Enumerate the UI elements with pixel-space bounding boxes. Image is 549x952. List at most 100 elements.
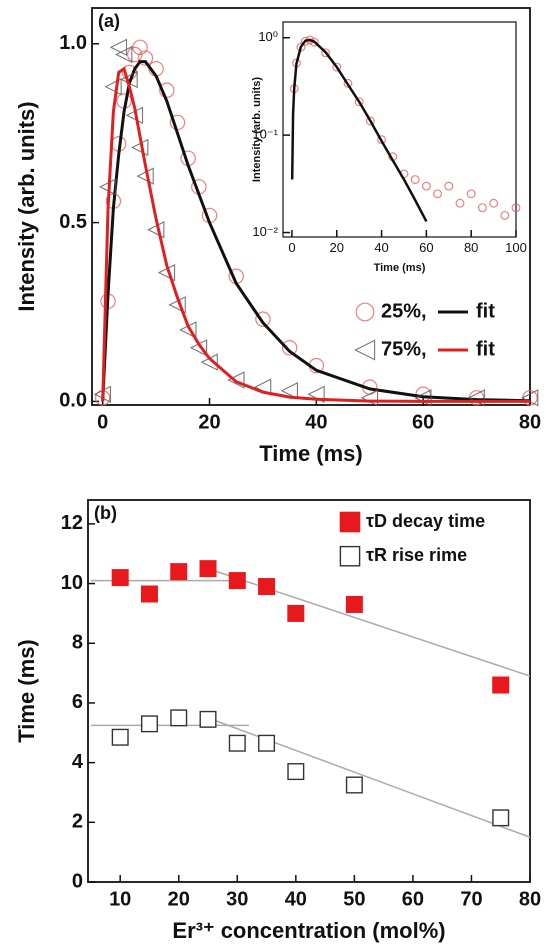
- data-point: [332, 62, 342, 72]
- panel-label: (b): [94, 503, 117, 523]
- plot-frame: [87, 499, 531, 883]
- x-tick-label: 0: [288, 240, 295, 255]
- data-point: [199, 710, 217, 728]
- y-tick-label: 10⁻²: [252, 224, 278, 239]
- y-tick-label: 10⁻¹: [252, 127, 278, 142]
- data-point: [228, 734, 246, 752]
- fit-line: [101, 66, 530, 403]
- legend-label: 25%,: [381, 300, 427, 322]
- x-tick-label: 60: [402, 888, 424, 910]
- data-point: [492, 676, 510, 694]
- data-point: [111, 728, 129, 746]
- data-point: [140, 585, 158, 603]
- y-tick-label: 0.5: [59, 211, 87, 233]
- data-point: [477, 203, 487, 213]
- data-point: [433, 189, 443, 199]
- x-tick-label: 10: [109, 888, 131, 910]
- fit-line: [101, 60, 531, 403]
- data-point: [345, 595, 363, 613]
- data-point: [227, 371, 245, 389]
- legend-label: τR rise rime: [366, 545, 467, 565]
- x-tick-label: 80: [464, 240, 478, 255]
- y-tick-label: 0: [72, 870, 83, 892]
- x-tick-label: 40: [285, 888, 307, 910]
- data-point: [511, 203, 521, 213]
- data-point: [115, 45, 133, 64]
- data-point: [132, 39, 148, 56]
- data-point: [280, 382, 298, 400]
- x-tick-label: 40: [374, 240, 388, 255]
- x-axis-title: Er³⁺ concentration (mol%): [172, 918, 445, 943]
- x-tick-label: 80: [519, 411, 541, 433]
- y-tick-label: 8: [72, 632, 83, 654]
- legend-marker: [354, 339, 376, 361]
- y-tick-label: 4: [72, 751, 84, 773]
- x-tick-label: 20: [168, 888, 190, 910]
- x-axis-title: Time (ms): [374, 262, 426, 274]
- legend-marker: [339, 511, 361, 533]
- y-tick-label: 0.0: [59, 390, 87, 412]
- x-tick-label: 50: [343, 888, 365, 910]
- legend-label: fit: [476, 338, 495, 360]
- legend-label: 75%,: [381, 338, 427, 360]
- plot-frame: [282, 21, 517, 238]
- data-point: [109, 38, 128, 57]
- data-point: [455, 198, 465, 208]
- data-point: [287, 604, 305, 622]
- y-tick-label: 2: [72, 811, 83, 833]
- data-point: [281, 340, 298, 356]
- panel-label: (a): [98, 11, 120, 31]
- x-tick-label: 30: [226, 888, 248, 910]
- data-point: [170, 563, 188, 581]
- legend-marker: [339, 545, 361, 567]
- data-point: [287, 763, 305, 781]
- data-point: [104, 77, 122, 96]
- data-point: [345, 776, 363, 794]
- data-point: [258, 578, 276, 596]
- data-point: [500, 210, 510, 220]
- y-tick-label: 10: [61, 572, 83, 594]
- data-point: [140, 715, 158, 733]
- data-point: [321, 48, 331, 58]
- data-point: [410, 175, 420, 184]
- data-point: [111, 569, 129, 587]
- data-point: [365, 116, 375, 126]
- legend-label: fit: [476, 300, 495, 322]
- data-point: [466, 189, 476, 199]
- x-tick-label: 100: [505, 240, 527, 255]
- data-point: [354, 97, 364, 107]
- y-axis-title: Time (ms): [14, 639, 39, 743]
- y-tick-label: 12: [61, 512, 83, 534]
- data-point: [137, 50, 154, 66]
- x-tick-label: 60: [412, 411, 434, 433]
- data-point: [421, 181, 431, 191]
- x-axis-title: Time (ms): [259, 441, 363, 466]
- y-tick-label: 1.0: [59, 32, 87, 54]
- data-point: [170, 709, 188, 727]
- x-tick-label: 20: [198, 411, 220, 433]
- legend-marker: [355, 302, 375, 322]
- y-axis-title: Intensity (arb. units): [251, 77, 263, 182]
- data-point: [258, 734, 276, 752]
- y-axis-title: Intensity (arb. units): [14, 101, 39, 311]
- data-point: [147, 221, 165, 239]
- y-tick-label: 10⁰: [258, 29, 278, 44]
- data-point: [489, 198, 499, 208]
- data-point: [343, 78, 353, 88]
- x-tick-label: 0: [97, 411, 108, 433]
- legend-label: τD decay time: [366, 511, 485, 531]
- x-tick-label: 40: [305, 411, 327, 433]
- data-point: [255, 311, 271, 327]
- x-tick-label: 80: [519, 888, 541, 910]
- x-tick-label: 60: [419, 240, 433, 255]
- data-point: [228, 572, 246, 590]
- data-point: [309, 37, 319, 47]
- data-point: [492, 809, 510, 827]
- fit-line: [290, 38, 428, 223]
- x-tick-label: 20: [330, 240, 344, 255]
- y-tick-label: 6: [72, 691, 83, 713]
- data-point: [444, 181, 454, 191]
- data-point: [199, 560, 217, 578]
- x-tick-label: 70: [460, 888, 482, 910]
